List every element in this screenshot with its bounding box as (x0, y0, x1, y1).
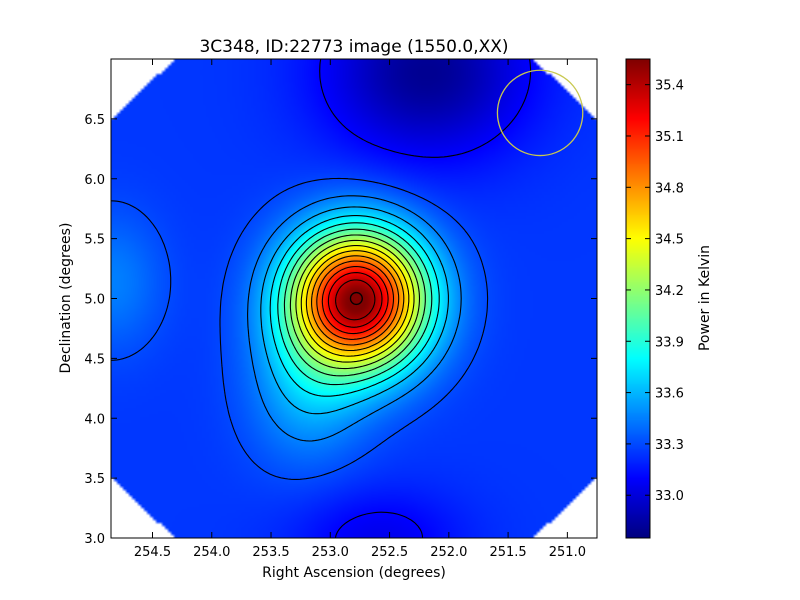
beam-circle (496, 69, 584, 157)
y-axis: 3.0 3.5 4.0 4.5 5.0 5.5 6.0 6.5 (84, 113, 597, 547)
y-tick-label: 4.0 (84, 412, 105, 427)
contour-lines (111, 59, 532, 538)
colorbar-tick-label: 34.8 (655, 181, 684, 196)
colorbar-tick-label: 34.5 (655, 233, 684, 248)
colorbar-ticks: 33.0 33.3 33.6 33.9 34.2 34.5 34.8 35.1 35.4 (626, 79, 684, 504)
colorbar-tick-label: 35.4 (655, 79, 684, 94)
x-tick-label: 254.0 (193, 545, 230, 560)
contour-line (319, 59, 532, 538)
colorbar-frame (625, 58, 651, 539)
y-tick-label: 5.0 (84, 293, 105, 308)
colorbar-tick-label: 35.1 (655, 130, 684, 145)
colorbar-gradient (626, 59, 650, 538)
y-tick-label: 6.5 (84, 113, 105, 128)
y-tick-label: 4.5 (84, 352, 105, 367)
x-tick-label: 252.5 (371, 545, 408, 560)
contour-line (111, 195, 462, 442)
contour-line (289, 234, 421, 370)
x-tick-label: 254.5 (134, 545, 171, 560)
y-tick-label: 3.5 (84, 472, 105, 487)
y-axis-label: Declination (degrees) (58, 223, 74, 374)
contour-line (327, 272, 383, 328)
y-tick-label: 6.0 (84, 173, 105, 188)
contour-line (300, 245, 410, 357)
contour-line (335, 279, 376, 321)
colorbar-tick-label: 33.6 (655, 387, 684, 402)
x-axis-label: Right Ascension (degrees) (262, 565, 446, 581)
x-tick-label: 253.0 (312, 545, 349, 560)
y-tick-label: 3.0 (84, 532, 105, 547)
colorbar-tick-label: 33.9 (655, 335, 684, 350)
colorbar-label: Power in Kelvin (697, 245, 713, 351)
contour-line (260, 206, 449, 415)
x-axis: 254.5 254.0 253.5 253.0 252.5 252.0 251.5 251.0 (134, 59, 586, 560)
colorbar: 33.0 33.3 33.6 33.9 34.2 34.5 34.8 35.1 35.4 Pow… (625, 58, 713, 539)
contour-line (316, 260, 395, 340)
contour-line (311, 255, 400, 346)
contour-line (269, 215, 440, 397)
y-tick-label: 5.5 (84, 233, 105, 248)
contour-line (321, 265, 389, 335)
colorbar-tick-label: 34.2 (655, 284, 684, 299)
contour-line (277, 222, 433, 386)
heatmap-image (111, 59, 597, 538)
contour-line (305, 250, 405, 352)
x-tick-label: 252.0 (430, 545, 467, 560)
plot-markers (349, 69, 584, 306)
chart-title: 3C348, ID:22773 image (1550.0,XX) (199, 37, 508, 57)
x-tick-label: 253.5 (252, 545, 289, 560)
x-tick-label: 251.0 (549, 545, 586, 560)
contour-line (111, 177, 489, 480)
contour-line (283, 228, 426, 377)
contour-line (295, 239, 415, 363)
colorbar-tick-label: 33.3 (655, 438, 684, 453)
colorbar-tick-label: 33.0 (655, 489, 684, 504)
x-tick-label: 251.5 (489, 545, 526, 560)
source-marker (349, 291, 363, 306)
heatmap-plot (110, 58, 598, 539)
